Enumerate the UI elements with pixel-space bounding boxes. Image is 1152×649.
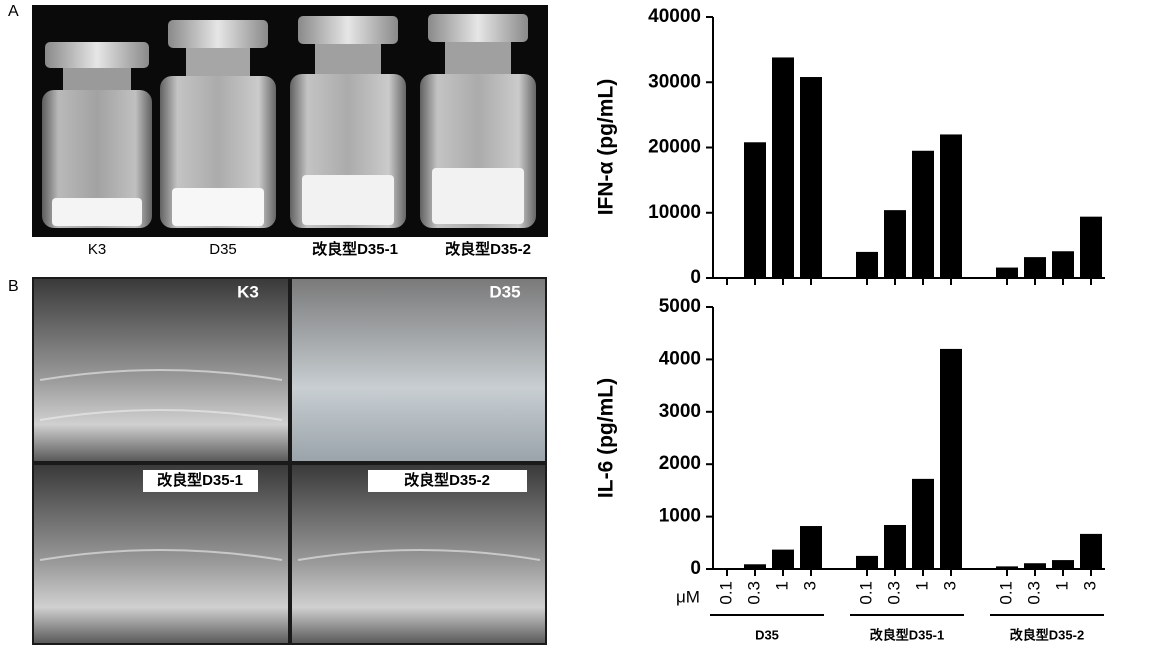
group-label: 改良型D35-2 [1010, 627, 1084, 642]
bar [744, 142, 766, 278]
photo-caption: 改良型D35-2 [404, 471, 490, 489]
bar [884, 524, 906, 569]
group-label: D35 [755, 627, 779, 642]
caption-box [143, 470, 258, 492]
x-tick-label: 1 [772, 581, 791, 590]
x-tick-label: 0.1 [716, 581, 735, 605]
y-axis-label: IL-6 (pg/mL) [595, 378, 618, 498]
x-tick-label: 1 [912, 581, 931, 590]
x-tick-label: 0.3 [744, 581, 763, 605]
bar [1080, 533, 1102, 569]
bar [912, 478, 934, 569]
vial-label: 改良型D35-1 [312, 240, 398, 258]
x-tick-label: 3 [800, 581, 819, 590]
y-axis-label: IFN-α (pg/mL) [595, 79, 618, 216]
bar [772, 57, 794, 278]
bar [884, 210, 906, 278]
bar [856, 555, 878, 569]
y-tick-label: 0 [690, 267, 701, 288]
y-tick-label: 0 [690, 558, 701, 579]
bar [1024, 257, 1046, 278]
bar [996, 267, 1018, 278]
bar [940, 348, 962, 569]
bar [800, 526, 822, 569]
bar [1052, 560, 1074, 569]
y-tick-label: 1000 [659, 506, 701, 527]
photo-caption: K3 [237, 282, 259, 301]
x-unit: μM [676, 587, 700, 606]
bar [800, 77, 822, 278]
y-tick-label: 40000 [648, 6, 701, 27]
y-tick-label: 30000 [648, 71, 701, 92]
vial-label: 改良型D35-2 [445, 240, 531, 258]
bar [856, 251, 878, 278]
photo-caption: D35 [489, 282, 520, 301]
y-tick-label: 3000 [659, 401, 701, 422]
bar [912, 150, 934, 278]
panel-label: A [8, 3, 19, 20]
group-label: 改良型D35-1 [870, 627, 944, 642]
x-tick-label: 0.1 [856, 581, 875, 605]
vial-label: D35 [209, 241, 237, 258]
photo-caption: 改良型D35-1 [157, 471, 243, 489]
x-tick-label: 0.1 [996, 581, 1015, 605]
bar [1024, 563, 1046, 569]
photo [32, 277, 547, 645]
bar [772, 549, 794, 569]
bar [940, 134, 962, 278]
vial-label: K3 [88, 241, 106, 258]
x-tick-label: 0.3 [1024, 581, 1043, 605]
vial-photo [42, 14, 536, 228]
x-tick-label: 3 [1080, 581, 1099, 590]
bar [1080, 216, 1102, 278]
bar [1052, 251, 1074, 278]
y-tick-label: 2000 [659, 453, 701, 474]
x-tick-label: 3 [940, 581, 959, 590]
bar [744, 564, 766, 569]
y-tick-label: 10000 [648, 202, 701, 223]
panel-label: B [8, 278, 19, 295]
x-tick-label: 0.3 [884, 581, 903, 605]
y-tick-label: 4000 [659, 348, 701, 369]
caption-box [368, 470, 527, 492]
bar [996, 566, 1018, 569]
y-tick-label: 5000 [659, 296, 701, 317]
x-tick-label: 1 [1052, 581, 1071, 590]
y-tick-label: 20000 [648, 137, 701, 158]
